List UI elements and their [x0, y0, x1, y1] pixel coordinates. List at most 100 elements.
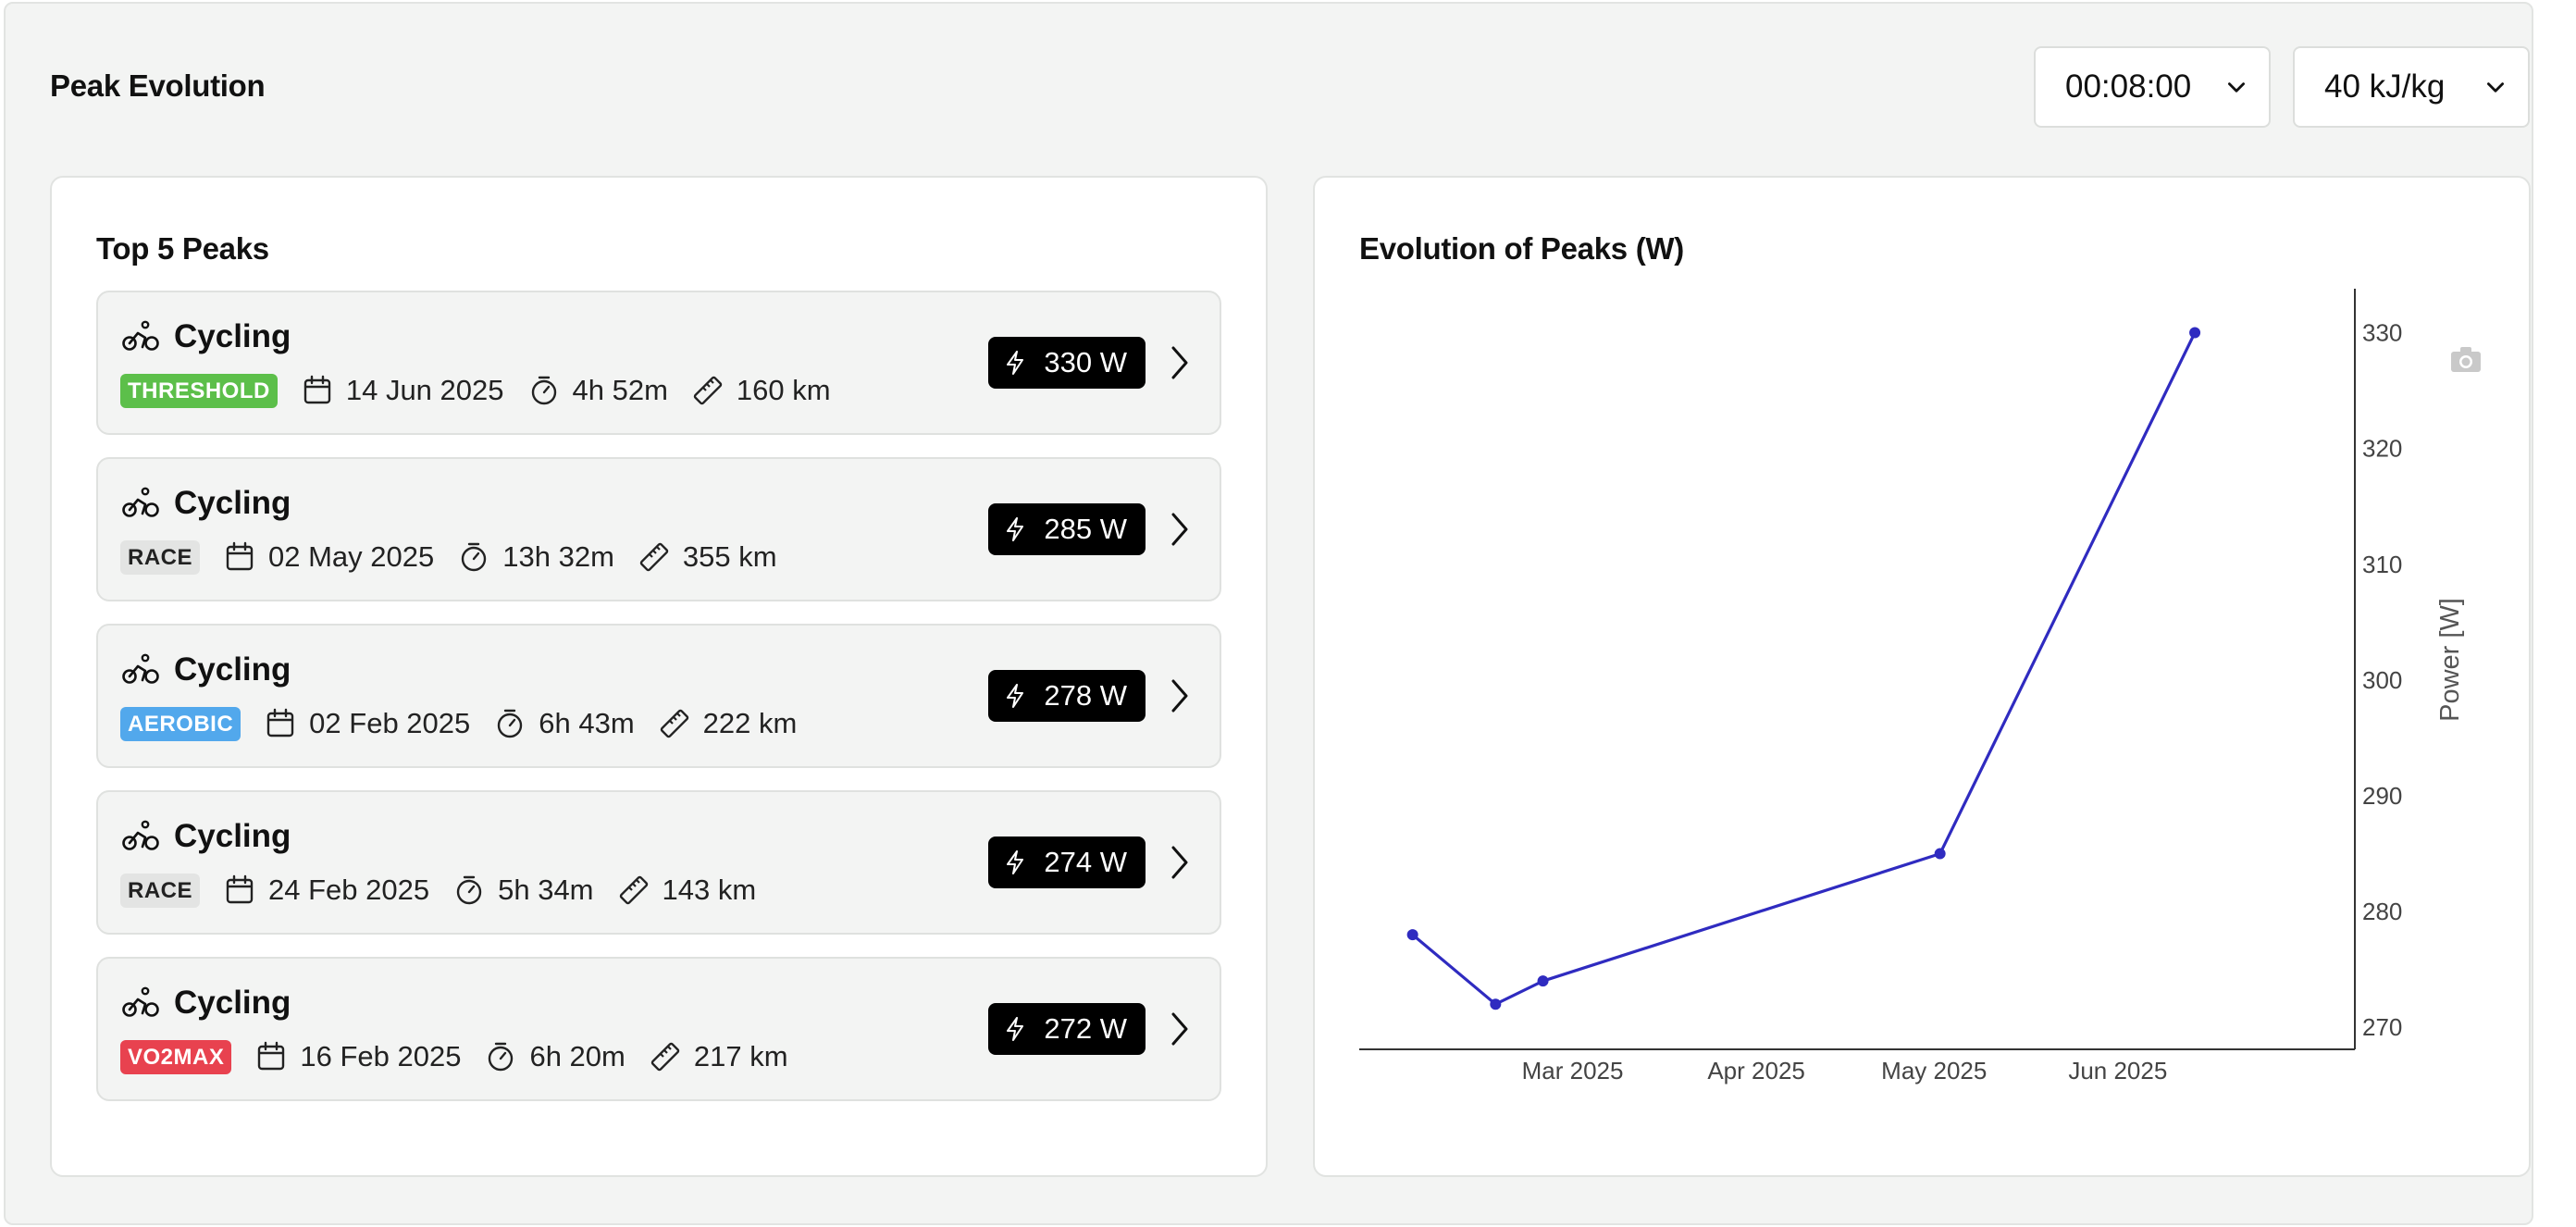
chevron-right-icon[interactable]	[1168, 844, 1192, 881]
data-point-2[interactable]	[1537, 975, 1549, 987]
y-tick-label: 270	[2362, 1013, 2402, 1041]
chevron-right-icon[interactable]	[1168, 344, 1192, 381]
stopwatch-icon	[462, 542, 487, 572]
y-axis: 270 280 290 300 310 320 330 Power [W]	[2362, 319, 2465, 1042]
lightning-icon	[1007, 1017, 1024, 1041]
top-peaks-title: Top 5 Peaks	[96, 231, 269, 266]
peak-power: 285 W	[1044, 513, 1127, 545]
evolution-chart-card: Evolution of Peaks (W) 270 280 290 300 310 32…	[1313, 176, 2531, 1177]
calendar-icon	[226, 874, 254, 904]
ruler-icon	[650, 1042, 680, 1072]
y-tick-label: 310	[2362, 551, 2402, 578]
energy-select[interactable]: 40 kJ/kg	[2293, 46, 2530, 128]
chevron-right-icon[interactable]	[1168, 677, 1192, 714]
y-tick-label: 330	[2362, 319, 2402, 347]
chevron-down-icon	[2228, 82, 2245, 93]
data-point-0[interactable]	[1406, 929, 1418, 941]
peak-power: 330 W	[1044, 346, 1127, 378]
peak-item[interactable]: Cycling VO2MAX 16 Feb 2025 6h 20m	[96, 957, 1221, 1101]
peak-item[interactable]: Cycling THRESHOLD 14 Jun 2025 4h 52m	[96, 291, 1221, 435]
intensity-badge: THRESHOLD	[120, 373, 278, 408]
peak-date: 16 Feb 2025	[300, 1040, 462, 1072]
duration-select-value: 00:08:00	[2065, 68, 2192, 105]
peak-meta: AEROBIC 02 Feb 2025 6h 43m 222 km	[120, 705, 797, 742]
ruler-icon	[619, 875, 648, 905]
bicycle-icon	[122, 320, 159, 351]
bicycle-icon	[122, 487, 159, 517]
peak-item[interactable]: Cycling RACE 02 May 2025 13h 32m	[96, 457, 1221, 601]
intensity-badge: RACE	[120, 873, 201, 908]
energy-select-value: 40 kJ/kg	[2324, 68, 2446, 105]
peak-distance: 160 km	[736, 374, 831, 406]
peak-meta: RACE 24 Feb 2025 5h 34m 143 km	[120, 872, 756, 909]
y-tick-label: 300	[2362, 666, 2402, 694]
bicycle-icon	[122, 653, 159, 684]
lightning-icon	[1007, 517, 1024, 541]
power-badge: 330 W	[988, 337, 1146, 389]
peak-meta: VO2MAX 16 Feb 2025 6h 20m 217 km	[120, 1038, 788, 1075]
peak-distance: 143 km	[662, 874, 757, 906]
stopwatch-icon	[498, 709, 523, 738]
stopwatch-icon	[531, 376, 556, 405]
peak-power: 274 W	[1044, 846, 1127, 878]
data-point-3[interactable]	[1934, 848, 1946, 860]
ruler-icon	[660, 709, 688, 738]
stopwatch-icon	[489, 1042, 514, 1072]
chevron-down-icon	[2487, 82, 2504, 93]
peak-date: 14 Jun 2025	[345, 374, 504, 406]
peak-power: 272 W	[1044, 1012, 1127, 1045]
peak-duration: 6h 20m	[529, 1040, 625, 1072]
sport-name: Cycling	[174, 485, 291, 521]
ruler-icon	[639, 542, 669, 572]
x-tick-label: Jun 2025	[2068, 1057, 2167, 1084]
sport-name: Cycling	[174, 318, 291, 354]
lightning-icon	[1007, 850, 1024, 874]
peak-power: 278 W	[1044, 679, 1127, 712]
calendar-icon	[303, 375, 331, 404]
x-tick-label: Apr 2025	[1707, 1057, 1805, 1084]
power-badge: 272 W	[988, 1003, 1146, 1055]
stopwatch-icon	[456, 875, 482, 905]
y-tick-label: 280	[2362, 898, 2402, 925]
peak-date: 24 Feb 2025	[268, 874, 430, 906]
y-axis-title: Power [W]	[2435, 598, 2465, 722]
power-badge: 274 W	[988, 837, 1146, 888]
bicycle-icon	[122, 820, 159, 850]
data-point-4[interactable]	[2189, 327, 2201, 339]
peak-meta: RACE 02 May 2025 13h 32m 355 km	[120, 539, 777, 576]
bicycle-icon	[122, 986, 159, 1017]
duration-select[interactable]: 00:08:00	[2034, 46, 2271, 128]
peak-date: 02 May 2025	[268, 540, 435, 573]
data-point-1[interactable]	[1490, 998, 1502, 1010]
evolution-chart: 270 280 290 300 310 320 330 Power [W] Mar 2025 A…	[1359, 289, 2481, 1084]
chevron-right-icon[interactable]	[1168, 1010, 1192, 1047]
series-line	[1411, 331, 2197, 1006]
ruler-icon	[693, 376, 723, 405]
chevron-right-icon[interactable]	[1168, 511, 1192, 548]
calendar-icon	[266, 708, 294, 737]
power-badge: 278 W	[988, 670, 1146, 722]
peak-distance: 222 km	[702, 707, 798, 739]
top-peaks-card: Top 5 Peaks Cycling THRESHOLD 14 Jun 202…	[50, 176, 1268, 1177]
intensity-badge: VO2MAX	[120, 1039, 232, 1074]
data-points	[1406, 327, 2201, 1010]
power-badge: 285 W	[988, 503, 1146, 555]
intensity-badge: AEROBIC	[120, 706, 242, 741]
y-tick-label: 320	[2362, 435, 2402, 463]
peak-item[interactable]: Cycling RACE 24 Feb 2025 5h 34m	[96, 790, 1221, 935]
x-axis: Mar 2025 Apr 2025 May 2025 Jun 2025	[1522, 1057, 2168, 1084]
peak-distance: 217 km	[693, 1040, 788, 1072]
chart-title: Evolution of Peaks (W)	[1359, 231, 1684, 266]
lightning-icon	[1007, 684, 1024, 708]
peak-meta: THRESHOLD 14 Jun 2025 4h 52m 160 km	[120, 372, 831, 409]
calendar-icon	[258, 1041, 285, 1071]
peak-duration: 13h 32m	[502, 540, 614, 573]
peak-duration: 5h 34m	[498, 874, 594, 906]
peak-item[interactable]: Cycling AEROBIC 02 Feb 2025 6h 43m	[96, 624, 1221, 768]
sport-name: Cycling	[174, 818, 291, 854]
calendar-icon	[226, 541, 254, 571]
sport-name: Cycling	[174, 651, 291, 688]
intensity-badge: RACE	[120, 539, 201, 575]
camera-icon[interactable]	[2451, 347, 2481, 372]
peak-distance: 355 km	[682, 540, 777, 573]
